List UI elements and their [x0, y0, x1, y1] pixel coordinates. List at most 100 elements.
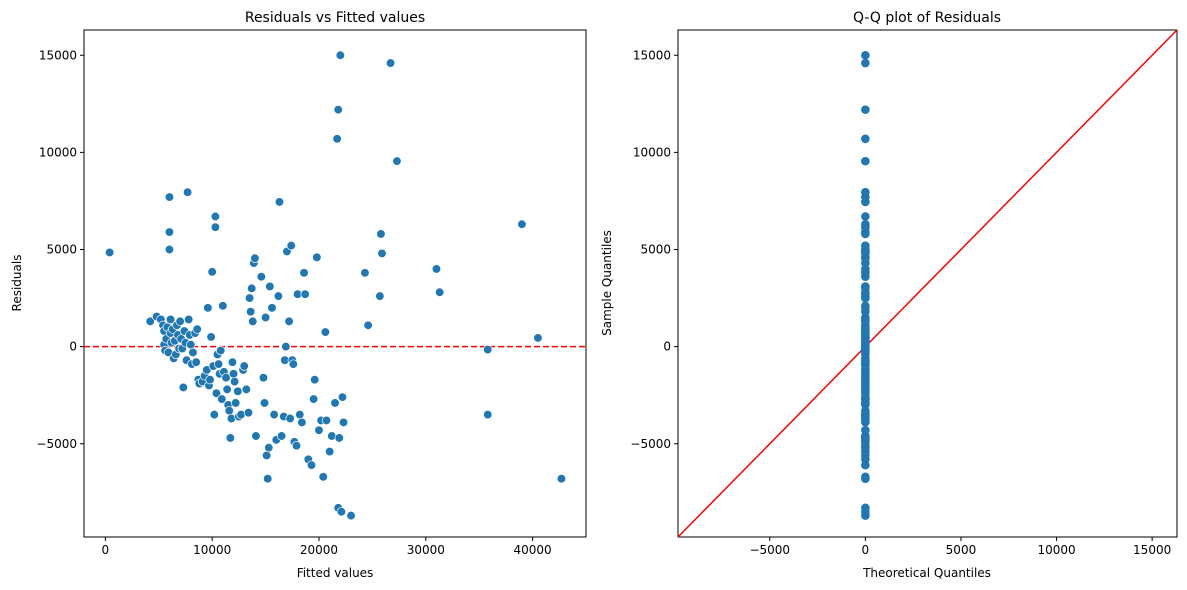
data-point [392, 156, 402, 166]
y-axis-label: Residuals [10, 255, 24, 312]
data-point [274, 197, 285, 207]
data-point [218, 301, 228, 311]
data-points [861, 50, 870, 520]
x-tick-label: −5000 [749, 543, 790, 557]
x-tick-label: 5000 [946, 543, 977, 557]
qq-point [861, 425, 870, 435]
qq-plot-panel: Q-Q plot of Residuals Theoretical Quanti… [600, 10, 1178, 580]
x-tick-label: 10000 [193, 543, 231, 557]
data-point [517, 219, 527, 229]
data-point [263, 474, 273, 484]
qq-point [861, 219, 870, 229]
data-point [483, 409, 493, 420]
data-point [175, 316, 185, 327]
data-point [221, 373, 231, 383]
data-point [284, 316, 294, 327]
data-point [261, 450, 272, 461]
data-point [312, 252, 322, 262]
data-point [346, 510, 356, 521]
x-tick-label: 0 [862, 543, 870, 557]
data-point [164, 192, 175, 202]
data-point [207, 267, 217, 277]
data-point [210, 222, 221, 232]
y-tick-label: 10000 [39, 145, 77, 159]
data-point [295, 409, 305, 420]
data-point [320, 327, 331, 337]
y-tick-label: 0 [69, 340, 77, 354]
data-point [375, 291, 385, 301]
data-point [291, 441, 302, 451]
data-point [104, 247, 115, 258]
data-point [250, 253, 260, 263]
data-point [310, 375, 320, 385]
data-point [192, 324, 202, 334]
x-tick-label: 20000 [300, 543, 338, 557]
y-tick-label: 5000 [46, 243, 77, 257]
data-point [247, 283, 257, 294]
data-point [145, 316, 155, 327]
data-point [483, 344, 493, 355]
qq-point [861, 50, 870, 60]
data-point [269, 409, 279, 420]
data-point [335, 50, 345, 60]
qq-point [861, 134, 870, 144]
qq-point [861, 472, 870, 482]
qq-point [861, 282, 870, 291]
data-point [337, 392, 348, 402]
y-tick-label: 10000 [633, 145, 671, 159]
x-tick-label: 15000 [1133, 543, 1171, 557]
data-point [300, 289, 310, 299]
data-points [104, 50, 567, 521]
data-point [318, 472, 328, 482]
data-point [186, 340, 196, 350]
data-point [299, 268, 309, 278]
data-point [333, 104, 343, 115]
data-point [228, 369, 239, 379]
data-point [288, 359, 298, 369]
x-axis-label: Fitted values [297, 566, 374, 580]
x-axis-label: Theoretical Quantiles [862, 566, 991, 580]
data-point [209, 409, 219, 420]
data-point [385, 58, 396, 68]
data-point [435, 287, 445, 297]
data-point [297, 417, 307, 428]
data-point [205, 375, 215, 385]
data-point [164, 244, 175, 255]
y-tick-label: 15000 [633, 48, 671, 62]
y-tick-label: 0 [663, 340, 671, 354]
qq-point [861, 105, 870, 114]
data-point [264, 442, 274, 453]
data-point [321, 415, 332, 426]
data-point [276, 431, 287, 441]
identity-reference-line [677, 29, 1178, 538]
qq-point [861, 187, 870, 197]
data-point [182, 187, 193, 197]
data-point [260, 312, 271, 323]
data-point [267, 303, 277, 313]
data-point [233, 386, 243, 396]
data-point [188, 347, 198, 358]
data-point [239, 361, 249, 371]
y-axis-label: Sample Quantiles [600, 230, 614, 336]
data-point [556, 474, 567, 484]
data-point [285, 413, 295, 424]
data-point [184, 314, 194, 325]
reference-line-group [677, 29, 1178, 538]
data-point [248, 316, 258, 327]
data-point [259, 398, 270, 408]
data-point [164, 227, 175, 237]
data-point [306, 460, 317, 470]
data-point [256, 272, 266, 282]
y-tick-label: 15000 [39, 48, 77, 62]
data-point [431, 264, 442, 274]
data-point [377, 248, 387, 259]
data-point [265, 281, 275, 292]
qq-point [861, 156, 870, 166]
y-axis-ticks: −5000 0 5000 10000 15000 [630, 48, 678, 451]
data-point [210, 211, 221, 222]
chart-title: Q-Q plot of Residuals [853, 10, 1001, 26]
data-point [360, 268, 370, 278]
x-tick-label: 10000 [1037, 543, 1075, 557]
data-point [203, 303, 213, 313]
data-point [241, 384, 251, 395]
